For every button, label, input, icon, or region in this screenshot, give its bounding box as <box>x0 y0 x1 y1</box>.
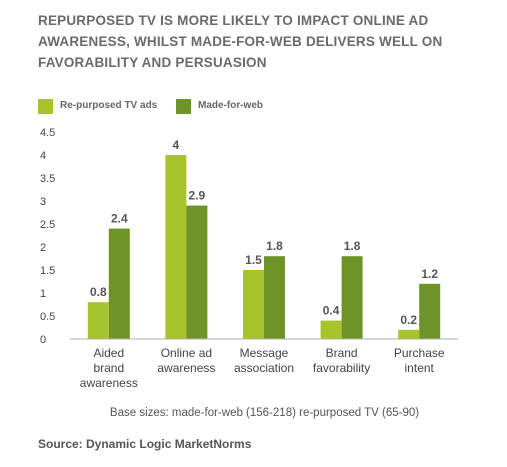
bar <box>264 256 285 339</box>
chart-title: REPURPOSED TV IS MORE LIKELY TO IMPACT O… <box>38 10 478 73</box>
data-label: 1.8 <box>344 239 361 253</box>
data-label: 1.8 <box>266 239 283 253</box>
y-tick-label: 3.5 <box>40 173 55 185</box>
x-tick-label: intent <box>405 361 435 375</box>
data-label: 2.9 <box>189 189 206 203</box>
bar <box>398 329 420 339</box>
y-tick-label: 4.5 <box>40 127 55 139</box>
y-tick-label: 1.5 <box>40 265 55 277</box>
data-label: 0.4 <box>323 304 340 318</box>
data-label: 1.5 <box>245 253 262 267</box>
chart-title-line-2: AWARENESS, WHILST MADE-FOR-WEB DELIVERS … <box>38 34 443 49</box>
y-tick-label: 2 <box>40 242 46 254</box>
y-tick-label: 2.5 <box>40 219 55 231</box>
y-tick-label: 0.5 <box>40 311 55 323</box>
legend-label-repurposed-tv: Re-purposed TV ads <box>60 100 158 111</box>
source-note: Source: Dynamic Logic MarketNorms <box>38 437 252 451</box>
y-tick-label: 4 <box>40 150 46 162</box>
data-label: 2.4 <box>111 212 128 226</box>
x-tick-label: brand <box>93 361 124 375</box>
x-tick-label: Aided <box>93 346 124 360</box>
data-label: 4 <box>173 138 180 152</box>
bar <box>165 155 187 339</box>
data-label: 0.8 <box>90 285 107 299</box>
y-tick-label: 3 <box>40 196 46 208</box>
data-label: 0.2 <box>400 313 417 327</box>
bar <box>341 256 363 339</box>
bar <box>87 302 109 339</box>
x-tick-label: association <box>234 361 294 375</box>
bar <box>243 270 264 339</box>
bar <box>108 228 130 339</box>
base-sizes-note: Base sizes: made-for-web (156-218) re-pu… <box>109 407 420 419</box>
x-tick-label: Online ad <box>161 346 212 360</box>
legend-label-made-for-web: Made-for-web <box>198 100 263 111</box>
x-tick-label: favorability <box>313 361 370 375</box>
y-tick-label: 1 <box>40 288 46 300</box>
data-label: 1.2 <box>421 267 438 281</box>
chart-title-line-1: REPURPOSED TV IS MORE LIKELY TO IMPACT O… <box>38 13 429 28</box>
x-tick-label: Message <box>240 346 289 360</box>
x-tick-label: Brand <box>326 346 358 360</box>
bar <box>320 320 342 339</box>
x-tick-label: awareness <box>157 361 215 375</box>
x-tick-label: awareness <box>80 376 138 390</box>
bar <box>186 205 208 339</box>
x-tick-label: Purchase <box>394 346 445 360</box>
y-tick-label: 0 <box>40 334 46 346</box>
legend-swatch-made-for-web <box>176 99 191 114</box>
bar <box>419 283 441 339</box>
chart-title-line-3: FAVORABILITY AND PERSUASION <box>38 55 267 70</box>
legend-swatch-repurposed-tv <box>38 99 53 114</box>
